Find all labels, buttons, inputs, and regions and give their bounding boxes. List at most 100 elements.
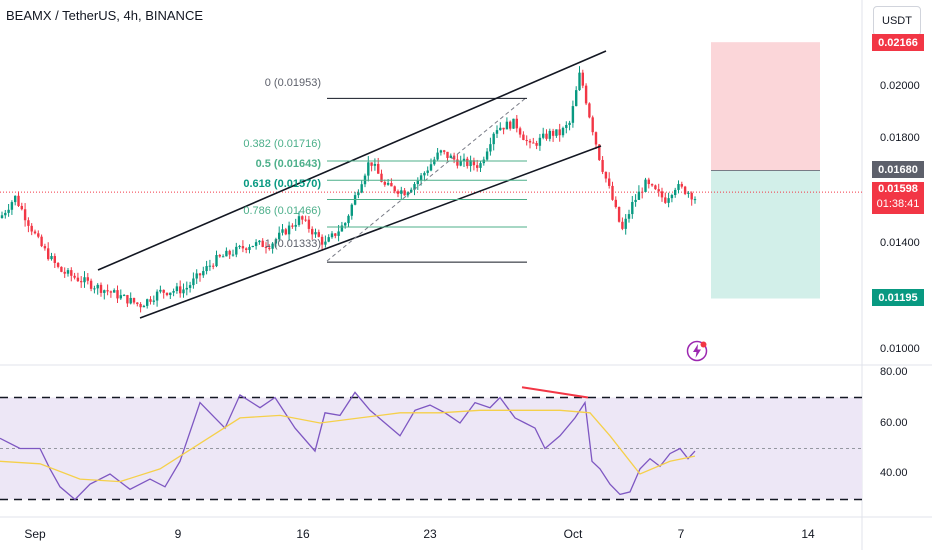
fib-label: 1 (0.01333) bbox=[264, 238, 321, 250]
candle-up bbox=[205, 266, 208, 272]
candle-down bbox=[396, 191, 400, 194]
candle-down bbox=[261, 240, 264, 247]
candle-down bbox=[70, 270, 73, 276]
entry-price-tag: 0.01680 bbox=[872, 161, 924, 178]
candle-down bbox=[588, 103, 591, 118]
channel-lower-line bbox=[139, 145, 602, 319]
candle-down bbox=[334, 233, 337, 236]
candle-up bbox=[50, 256, 53, 260]
candle-down bbox=[525, 140, 528, 142]
candle-down bbox=[443, 150, 446, 152]
candle-down bbox=[311, 228, 314, 235]
candle-up bbox=[677, 184, 680, 190]
candle-down bbox=[683, 186, 687, 194]
candle-down bbox=[515, 118, 518, 129]
candle-down bbox=[660, 191, 664, 198]
candle-down bbox=[377, 163, 380, 174]
candle-down bbox=[591, 117, 594, 133]
candle-down bbox=[614, 199, 617, 207]
candle-up bbox=[83, 277, 86, 283]
candle-up bbox=[238, 246, 241, 248]
candle-down bbox=[264, 246, 268, 248]
candle-down bbox=[20, 205, 23, 210]
candle-down bbox=[307, 219, 311, 229]
candle-up bbox=[231, 254, 235, 256]
fib-label: 0.618 (0.01570) bbox=[243, 178, 321, 190]
candle-up bbox=[578, 72, 581, 91]
fib-label: 0 (0.01953) bbox=[264, 77, 321, 89]
candle-down bbox=[690, 192, 693, 200]
candle-up bbox=[687, 192, 690, 194]
candle-up bbox=[400, 190, 403, 194]
candle-up bbox=[146, 299, 149, 306]
candle-up bbox=[350, 204, 353, 216]
candle-down bbox=[558, 129, 561, 136]
candle-down bbox=[37, 233, 40, 237]
candle-up bbox=[337, 231, 340, 236]
stop-loss-zone bbox=[711, 42, 820, 171]
time-label: 7 bbox=[677, 527, 685, 541]
candle-up bbox=[287, 225, 291, 235]
candle-down bbox=[456, 159, 459, 166]
candle-up bbox=[489, 144, 492, 152]
candle-up bbox=[122, 295, 126, 297]
candle-up bbox=[674, 189, 677, 196]
candle-up bbox=[423, 172, 426, 176]
rsi-line bbox=[0, 391, 696, 501]
candle-down bbox=[149, 299, 152, 302]
candle-down bbox=[654, 185, 657, 190]
candle-up bbox=[439, 150, 443, 153]
symbol-title[interactable]: BEAMX / TetherUS, 4h, BINANCE bbox=[6, 8, 203, 23]
candle-down bbox=[80, 281, 83, 283]
candle-up bbox=[347, 215, 350, 224]
candle-down bbox=[241, 246, 245, 249]
price-label: 0.01400 bbox=[880, 237, 920, 249]
currency-button[interactable]: USDT bbox=[873, 6, 921, 36]
candle-down bbox=[218, 255, 221, 257]
candle-down bbox=[60, 266, 63, 272]
candle-down bbox=[380, 173, 383, 182]
candle-down bbox=[446, 151, 449, 158]
candle-down bbox=[76, 277, 80, 282]
candle-up bbox=[175, 286, 179, 292]
candle-down bbox=[601, 159, 604, 172]
fib-trend-line bbox=[326, 96, 528, 262]
candle-down bbox=[611, 185, 614, 200]
candle-up bbox=[248, 246, 251, 250]
candle-up bbox=[505, 121, 509, 130]
candle-up bbox=[96, 284, 99, 289]
time-label: Sep bbox=[24, 527, 46, 541]
candle-down bbox=[304, 219, 307, 221]
candle-down bbox=[228, 250, 231, 255]
fib-label: 0.382 (0.01716) bbox=[243, 138, 321, 150]
take-profit-zone bbox=[711, 170, 820, 299]
candle-up bbox=[548, 130, 551, 139]
candle-up bbox=[667, 198, 670, 203]
candle-down bbox=[301, 216, 304, 220]
candle-down bbox=[598, 144, 601, 160]
candle-down bbox=[647, 179, 650, 185]
candle-up bbox=[542, 133, 545, 138]
candle-down bbox=[476, 165, 479, 168]
candle-up bbox=[10, 202, 14, 210]
alert-bolt-icon[interactable] bbox=[686, 340, 708, 362]
candle-down bbox=[291, 225, 294, 227]
candle-up bbox=[561, 127, 565, 136]
candle-up bbox=[459, 160, 462, 166]
candle-down bbox=[551, 130, 555, 136]
candle-up bbox=[492, 133, 495, 145]
candle-up bbox=[294, 224, 297, 227]
candle-up bbox=[426, 170, 429, 173]
candle-down bbox=[317, 232, 320, 237]
candle-up bbox=[495, 130, 499, 134]
candle-down bbox=[608, 178, 611, 186]
rsi-ma-line bbox=[0, 409, 696, 483]
price-label: 0.02000 bbox=[880, 80, 920, 92]
candle-up bbox=[14, 195, 17, 203]
divergence-line bbox=[521, 386, 589, 399]
stop-price-tag: 0.02166 bbox=[872, 34, 924, 51]
candle-down bbox=[43, 246, 47, 249]
candle-up bbox=[462, 158, 466, 161]
candle-up bbox=[637, 191, 641, 200]
